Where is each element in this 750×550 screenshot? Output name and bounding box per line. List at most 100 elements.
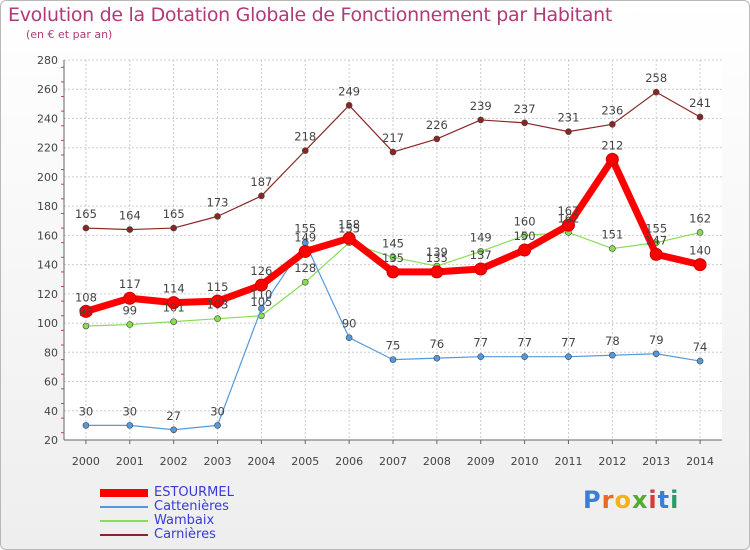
x-tick-label: 2007 (379, 455, 407, 468)
data-label-estourmel: 212 (601, 138, 623, 152)
data-point-estourmel (79, 304, 93, 318)
data-point-estourmel (123, 291, 137, 305)
data-label-carnieres: 236 (601, 103, 623, 117)
data-label-wambaix: 99 (122, 304, 137, 318)
legend-swatch-carnieres (100, 534, 148, 536)
y-tick-label: 220 (37, 142, 58, 155)
data-label-carnieres: 173 (207, 195, 229, 209)
data-label-estourmel: 140 (689, 244, 711, 258)
data-point-cattenieres (477, 353, 485, 360)
data-label-carnieres: 258 (645, 71, 667, 85)
y-tick-label: 240 (37, 112, 58, 125)
data-label-cattenieres: 77 (517, 336, 532, 350)
data-point-carnieres (82, 224, 90, 232)
chart-title: Evolution de la Dotation Globale de Fonc… (8, 4, 613, 26)
logo-letter: o (614, 486, 632, 514)
data-label-wambaix: 101 (163, 301, 185, 315)
data-label-wambaix: 103 (207, 298, 229, 312)
y-tick-label: 60 (44, 376, 58, 389)
data-point-carnieres (521, 119, 528, 127)
proxiti-logo: Proxiti (583, 486, 679, 514)
data-label-cattenieres: 90 (342, 317, 357, 331)
y-tick-label: 80 (44, 346, 58, 359)
data-label-estourmel: 149 (294, 230, 316, 244)
y-tick-label: 180 (37, 200, 58, 213)
data-point-cattenieres (696, 357, 704, 365)
x-tick-label: 2010 (511, 455, 539, 468)
x-tick-label: 2009 (467, 455, 495, 468)
data-label-wambaix: 151 (601, 228, 623, 242)
data-point-cattenieres (433, 354, 441, 362)
data-label-cattenieres: 75 (386, 339, 401, 353)
data-label-estourmel: 126 (250, 264, 272, 278)
data-point-carnieres (389, 148, 397, 156)
data-point-estourmel (649, 247, 663, 261)
data-point-wambaix (477, 248, 485, 255)
data-point-estourmel (474, 262, 488, 276)
data-label-carnieres: 239 (470, 99, 492, 113)
x-tick-label: 2000 (72, 455, 100, 468)
legend-label: Carnières (154, 527, 216, 542)
data-label-cattenieres: 155 (294, 222, 316, 236)
data-point-carnieres (126, 226, 134, 233)
data-label-carnieres: 164 (119, 209, 141, 223)
data-label-wambaix: 128 (294, 261, 316, 275)
legend-label: Wambaix (154, 513, 215, 528)
data-point-estourmel (605, 152, 619, 166)
data-label-cattenieres: 78 (605, 334, 620, 348)
x-tick-label: 2001 (116, 455, 144, 468)
data-point-carnieres (345, 102, 353, 109)
data-label-wambaix: 105 (250, 295, 272, 309)
data-label-cattenieres: 30 (79, 404, 94, 418)
data-point-carnieres (609, 121, 616, 128)
chart-subtitle: (en € et par an) (26, 28, 113, 41)
x-tick-label: 2011 (554, 455, 582, 468)
y-tick-label: 100 (37, 317, 58, 330)
logo-letter: x (631, 486, 649, 514)
data-point-estourmel (518, 243, 532, 257)
y-tick-label: 260 (37, 83, 58, 96)
data-label-carnieres: 241 (689, 96, 711, 110)
data-point-estourmel (298, 244, 312, 258)
legend-swatch-wambaix (100, 520, 148, 522)
data-point-estourmel (386, 265, 400, 279)
data-point-carnieres (170, 224, 177, 232)
data-label-wambaix: 162 (689, 211, 711, 225)
y-tick-label: 20 (44, 434, 58, 447)
data-label-estourmel: 135 (426, 251, 448, 265)
data-point-wambaix (521, 232, 528, 239)
data-point-cattenieres (565, 353, 572, 360)
data-point-estourmel (211, 294, 225, 308)
data-label-wambaix: 98 (79, 305, 94, 319)
data-label-cattenieres: 77 (473, 336, 488, 350)
y-tick-label: 280 (37, 54, 58, 67)
data-label-wambaix: 149 (470, 230, 492, 244)
data-point-carnieres (565, 128, 572, 135)
data-point-cattenieres (389, 356, 397, 363)
y-tick-label: 200 (37, 171, 58, 184)
data-label-cattenieres: 27 (166, 409, 181, 423)
logo-letter: t (657, 486, 671, 514)
data-label-carnieres: 187 (250, 175, 272, 189)
data-label-wambaix: 160 (514, 214, 536, 228)
data-point-estourmel (561, 218, 575, 232)
y-tick-label: 120 (37, 288, 58, 301)
data-point-carnieres (214, 213, 221, 220)
data-label-carnieres: 218 (294, 130, 316, 144)
data-label-carnieres: 249 (338, 84, 360, 98)
data-point-estourmel (167, 296, 181, 310)
x-tick-label: 2004 (247, 455, 275, 468)
data-label-wambaix: 155 (645, 222, 667, 236)
x-tick-label: 2008 (423, 455, 451, 468)
data-label-carnieres: 165 (75, 207, 97, 221)
y-tick-label: 140 (37, 259, 58, 272)
data-label-cattenieres: 30 (210, 404, 225, 418)
data-point-wambaix (301, 278, 309, 286)
data-label-cattenieres: 110 (250, 287, 272, 301)
data-label-estourmel: 114 (163, 282, 185, 296)
data-point-cattenieres (521, 353, 528, 360)
x-tick-label: 2014 (686, 455, 714, 468)
data-point-cattenieres (126, 422, 134, 429)
y-tick-label: 40 (44, 405, 58, 418)
data-label-carnieres: 237 (514, 102, 536, 116)
